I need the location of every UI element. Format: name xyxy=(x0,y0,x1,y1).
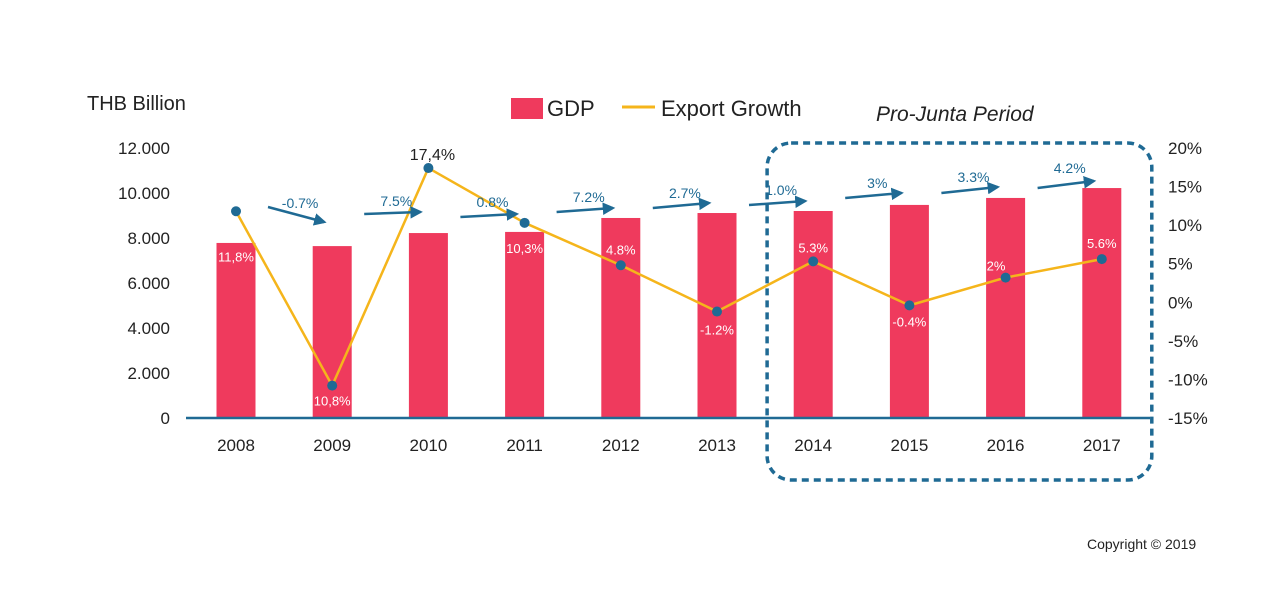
export-growth-marker xyxy=(231,206,241,217)
gdp-bar xyxy=(505,231,545,418)
export-growth-data-label: 17,4% xyxy=(410,147,455,164)
y2-tick-label: 10% xyxy=(1168,216,1202,235)
export-growth-data-label: 11,8% xyxy=(218,249,254,264)
y-axis-title: THB Billion xyxy=(87,93,186,115)
x-tick-label: 2008 xyxy=(217,436,255,455)
y2-tick-label: 15% xyxy=(1168,178,1202,197)
labels-layer: 11,8% 10,8% 17,4% 10,3% 4.8% -1.2% 5.3% -0.4% 3.… xyxy=(218,147,1117,409)
y2-tick-label: -15% xyxy=(1168,409,1208,428)
export-growth-line xyxy=(234,166,1103,387)
y-tick-label: 10.000 xyxy=(118,184,170,203)
gdp-growth-label: 3% xyxy=(867,175,887,191)
axes-layer: 0 2.000 4.000 6.000 8.000 10.000 12.000 -15% -10… xyxy=(118,139,1208,455)
gdp-bar xyxy=(889,204,929,418)
y-tick-label: 2.000 xyxy=(127,364,170,383)
gdp-bar xyxy=(408,233,448,418)
gdp-growth-label: 0.8% xyxy=(477,194,509,210)
export-growth-data-label: -1.2% xyxy=(700,323,734,338)
y2-tick-label: -5% xyxy=(1168,332,1198,351)
gdp-growth-arrow xyxy=(748,195,808,208)
gdp-growth-label: 7.2% xyxy=(573,189,605,205)
x-tick-label: 2017 xyxy=(1083,436,1121,455)
export-growth-data-label: 4.8% xyxy=(606,242,636,257)
y2-tick-label: 5% xyxy=(1168,255,1193,274)
y-tick-label: 4.000 xyxy=(127,319,170,338)
gdp-growth-arrow xyxy=(460,208,520,221)
legend-gdp-swatch xyxy=(511,98,543,119)
x-tick-label: 2012 xyxy=(602,436,640,455)
gdp-growth-arrow xyxy=(652,197,712,211)
y2-tick-label: 20% xyxy=(1168,139,1202,158)
export-growth-data-label: 5.3% xyxy=(798,240,828,255)
export-growth-marker xyxy=(904,300,915,311)
export-growth-marker xyxy=(1096,254,1107,265)
gdp-growth-label: -0.7% xyxy=(282,195,319,211)
gdp-bar xyxy=(216,242,256,418)
export-growth-data-label: 5.6% xyxy=(1087,236,1117,251)
gdp-growth-label: 4.2% xyxy=(1054,160,1086,176)
gdp-growth-arrow xyxy=(364,206,423,219)
x-tick-label: 2009 xyxy=(313,436,351,455)
export-growth-data-label: 3.2% xyxy=(976,259,1006,274)
gdp-growth-arrow xyxy=(267,205,327,226)
gdp-bar xyxy=(986,197,1026,418)
export-growth-marker xyxy=(712,306,722,317)
gdp-growth-label: 1.0% xyxy=(765,182,797,198)
x-tick-label: 2010 xyxy=(409,436,447,455)
gdp-growth-label: 2.7% xyxy=(669,185,701,201)
y2-tick-label: 0% xyxy=(1168,293,1193,312)
legend: GDP Export Growth xyxy=(511,96,802,121)
export-growth-data-label: -0.4% xyxy=(892,314,926,329)
y-tick-label: 0 xyxy=(161,409,170,428)
export-growth-data-label: 10,3% xyxy=(506,241,543,256)
legend-export-label: Export Growth xyxy=(661,96,802,121)
line-layer xyxy=(231,163,1107,391)
legend-gdp-label: GDP xyxy=(547,96,595,121)
gdp-growth-arrow xyxy=(941,181,1001,195)
bars-layer xyxy=(216,188,1122,418)
x-tick-label: 2016 xyxy=(987,436,1025,455)
highlight-layer xyxy=(765,141,1154,482)
export-growth-marker xyxy=(808,256,819,267)
export-growth-data-label: 10,8% xyxy=(314,394,351,409)
x-tick-label: 2015 xyxy=(890,436,928,455)
export-growth-marker xyxy=(519,217,530,228)
export-growth-marker xyxy=(615,260,626,271)
y-tick-label: 6.000 xyxy=(127,274,170,293)
gdp-growth-label: 7.5% xyxy=(380,193,412,209)
arrows-layer xyxy=(267,176,1097,226)
x-tick-label: 2011 xyxy=(506,436,543,455)
y-tick-label: 12.000 xyxy=(118,139,170,158)
gdp-growth-arrow xyxy=(845,187,904,201)
copyright: Copyright © 2019 xyxy=(1087,536,1196,552)
gdp-growth-label: 3.3% xyxy=(958,169,990,185)
highlight-box xyxy=(765,141,1154,482)
export-growth-marker xyxy=(1000,272,1011,283)
x-tick-label: 2014 xyxy=(794,436,832,455)
export-growth-marker xyxy=(327,380,338,391)
gdp-growth-arrow xyxy=(556,202,616,215)
gdp-bar xyxy=(1082,188,1122,418)
gdp-bar xyxy=(793,211,833,418)
gdp-growth-arrow xyxy=(1037,176,1097,190)
x-tick-label: 2013 xyxy=(698,436,736,455)
highlight-label: Pro-Junta Period xyxy=(876,103,1035,126)
gdp-bar xyxy=(312,246,352,418)
export-growth-marker xyxy=(423,163,434,174)
gdp-bar xyxy=(601,217,641,418)
y-tick-label: 8.000 xyxy=(127,229,170,248)
y2-tick-label: -10% xyxy=(1168,370,1208,389)
